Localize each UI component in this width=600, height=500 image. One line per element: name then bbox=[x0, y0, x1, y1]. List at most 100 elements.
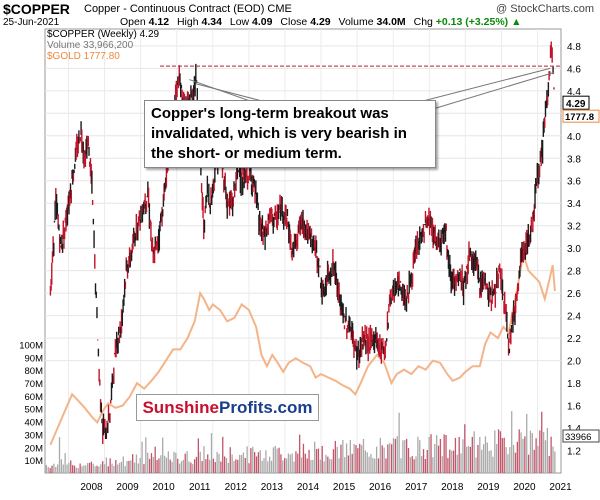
volume-bar bbox=[304, 453, 306, 473]
price-tick-label: 2.0 bbox=[567, 357, 581, 368]
volume-bar bbox=[522, 438, 524, 473]
volume-bar bbox=[285, 458, 288, 473]
volume-bar bbox=[79, 463, 81, 473]
volume-bar bbox=[240, 454, 243, 473]
volume-bar bbox=[182, 459, 184, 473]
volume-badge-label: 33966 bbox=[565, 432, 591, 443]
volume-bar bbox=[447, 457, 449, 473]
volume-bar bbox=[546, 427, 549, 473]
volume-bar bbox=[278, 447, 280, 473]
volume-bar bbox=[458, 436, 460, 473]
pointer-line-2011b bbox=[195, 83, 263, 102]
volume-bar bbox=[103, 464, 106, 473]
chg-label: Chg bbox=[413, 16, 433, 28]
quote-date: 25-Jun-2021 bbox=[3, 17, 60, 28]
volume-bar bbox=[96, 465, 98, 473]
volume-bar bbox=[88, 462, 91, 473]
year-tick-label: 2020 bbox=[513, 482, 536, 493]
volume-bar bbox=[272, 447, 275, 473]
legend-volume: Volume 33,966,200 bbox=[47, 40, 134, 51]
volume-bar bbox=[357, 448, 359, 473]
volume-bar bbox=[466, 446, 468, 473]
lower-tick-label: 1.8 bbox=[567, 379, 581, 390]
volume-bar bbox=[58, 437, 61, 473]
volume-bar bbox=[449, 449, 451, 473]
volume-bar bbox=[426, 450, 428, 473]
legend-copper: $COPPER (Weekly) 4.29 bbox=[47, 29, 160, 40]
contract-name: Copper - Continuous Contract (EOD) CME bbox=[84, 3, 292, 15]
volume-bar bbox=[533, 449, 535, 473]
volume-bar bbox=[518, 429, 520, 473]
close-value: 4.29 bbox=[310, 16, 331, 28]
volume-bar bbox=[351, 453, 353, 473]
volume-bar bbox=[135, 454, 138, 473]
volume-bar bbox=[92, 463, 94, 473]
year-tick-label: 2018 bbox=[441, 482, 464, 493]
volume-bar bbox=[334, 440, 336, 473]
volume-bar bbox=[81, 466, 83, 473]
volume-bar bbox=[452, 450, 455, 473]
volume-bar bbox=[344, 457, 346, 473]
volume-tick-label: 60M bbox=[25, 392, 44, 403]
last-value-badges: 4.29 1777.8 33966 bbox=[562, 95, 600, 443]
volume-tick-label: 40M bbox=[25, 418, 44, 429]
volume-bar bbox=[321, 445, 323, 473]
volume-tick-label: 70M bbox=[25, 379, 44, 390]
volume-bar bbox=[509, 447, 511, 473]
gold-line bbox=[49, 253, 556, 446]
volume-bar bbox=[133, 462, 136, 473]
volume-bar bbox=[325, 454, 327, 473]
volume-bar bbox=[494, 430, 496, 473]
volume-bar bbox=[507, 454, 509, 473]
volume-bar bbox=[445, 434, 447, 473]
price-tick-label: 4.0 bbox=[567, 132, 581, 143]
volume-bar bbox=[349, 439, 351, 473]
volume-bar bbox=[148, 458, 151, 473]
volume-bar bbox=[160, 455, 162, 473]
volume-bar bbox=[199, 451, 201, 473]
volume-bar bbox=[484, 436, 487, 473]
volume-bar bbox=[375, 446, 378, 473]
volume-bar bbox=[225, 458, 228, 473]
volume-bar bbox=[471, 436, 473, 473]
volume-bar bbox=[300, 457, 303, 473]
volume-bar bbox=[284, 458, 286, 473]
volume-bar bbox=[336, 446, 338, 473]
volume-bar bbox=[223, 456, 226, 473]
volume-bar bbox=[477, 444, 479, 473]
high-label: High bbox=[176, 16, 199, 28]
year-tick-label: 2009 bbox=[116, 482, 139, 493]
volume-bar bbox=[422, 449, 425, 473]
volume-bar bbox=[113, 465, 115, 473]
symbol-title: $COPPER bbox=[3, 1, 70, 17]
volume-label: Volume bbox=[338, 16, 374, 28]
year-tick-label: 2017 bbox=[405, 482, 428, 493]
legend-gold: $GOLD 1777.80 bbox=[47, 51, 120, 62]
volume-bar bbox=[216, 451, 218, 473]
volume-tick-label: 20M bbox=[25, 443, 44, 454]
volume-bar bbox=[64, 453, 66, 473]
volume-bar bbox=[512, 444, 515, 473]
volume-bar bbox=[56, 464, 59, 473]
volume-bar bbox=[407, 447, 410, 473]
volume-bar bbox=[479, 436, 481, 473]
year-tick-label: 2008 bbox=[80, 482, 103, 493]
volume-bar bbox=[456, 454, 458, 473]
price-tick-label: 2.4 bbox=[567, 312, 581, 323]
volume-bar bbox=[390, 444, 393, 473]
volume-bar bbox=[178, 463, 181, 473]
volume-bar bbox=[368, 456, 370, 473]
volume-bar bbox=[195, 456, 198, 473]
volume-bar bbox=[51, 465, 53, 473]
gold-badge bbox=[562, 109, 600, 123]
volume-bar bbox=[490, 450, 492, 473]
volume-bar bbox=[482, 444, 485, 473]
volume-bar bbox=[280, 454, 282, 473]
volume-bar bbox=[87, 463, 89, 473]
volume-bar bbox=[527, 454, 530, 473]
price-tick-label: 3.2 bbox=[567, 222, 581, 233]
volume-bar bbox=[163, 455, 166, 473]
volume-bar bbox=[229, 447, 231, 473]
volume-tick-label: 50M bbox=[25, 405, 44, 416]
volume-bar bbox=[345, 443, 348, 473]
